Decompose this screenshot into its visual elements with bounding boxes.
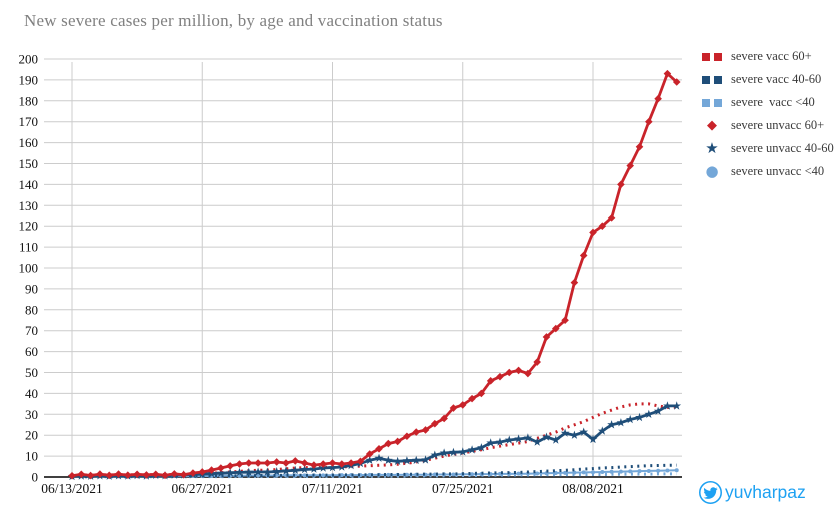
svg-text:80: 80 — [25, 302, 38, 317]
svg-text:140: 140 — [19, 177, 39, 192]
svg-text:60: 60 — [25, 344, 38, 359]
legend-label: severe vacc <40 — [731, 95, 815, 109]
svg-text:10: 10 — [25, 449, 38, 464]
legend-item: ● severe unvacc <40 — [699, 164, 834, 179]
legend-label: severe unvacc 40-60 — [731, 141, 834, 155]
svg-text:170: 170 — [19, 114, 39, 129]
dotted-line-marker-icon — [699, 75, 725, 84]
circle-marker-icon: ● — [705, 162, 719, 180]
svg-text:120: 120 — [19, 219, 39, 234]
svg-text:20: 20 — [25, 428, 38, 443]
chart-title: New severe cases per million, by age and… — [24, 11, 443, 30]
svg-text:07/11/2021: 07/11/2021 — [302, 481, 363, 496]
svg-text:40: 40 — [25, 386, 38, 401]
legend-label: severe unvacc 60+ — [731, 118, 825, 132]
legend-item: ★ severe unvacc 40-60 — [699, 139, 834, 157]
diamond-marker-icon: ◆ — [707, 118, 717, 133]
svg-text:50: 50 — [25, 365, 38, 380]
svg-text:110: 110 — [19, 240, 38, 255]
dotted-line-marker-icon — [699, 52, 725, 61]
legend-label: severe vacc 40-60 — [731, 72, 822, 86]
svg-text:130: 130 — [19, 198, 39, 213]
star-marker-icon: ★ — [705, 139, 719, 157]
svg-text:06/27/2021: 06/27/2021 — [171, 481, 233, 496]
twitter-watermark: yuvharpaz — [699, 481, 806, 504]
legend-item: severe vacc 40-60 — [699, 72, 834, 87]
legend-item: severe vacc 60+ — [699, 49, 834, 64]
legend-item: severe vacc <40 — [699, 95, 834, 110]
svg-text:150: 150 — [19, 156, 39, 171]
dotted-line-marker-icon — [699, 98, 725, 107]
svg-text:90: 90 — [25, 281, 38, 296]
svg-text:70: 70 — [25, 323, 38, 338]
svg-text:0: 0 — [32, 470, 39, 485]
y-tick-labels: 0 10 20 30 40 50 60 70 80 90 100 110 120 130 140 150 160… — [19, 52, 39, 485]
twitter-bird-icon — [699, 481, 722, 504]
svg-text:190: 190 — [19, 72, 39, 87]
svg-text:180: 180 — [19, 93, 39, 108]
svg-text:100: 100 — [19, 261, 39, 276]
chart-legend: severe vacc 60+ severe vacc 40-60 severe v… — [699, 49, 834, 179]
x-tick-labels: 06/13/2021 06/27/2021 07/11/2021 07/25/2021… — [41, 481, 624, 496]
legend-label: severe vacc 60+ — [731, 49, 812, 63]
series-severe-unvacc-60+ — [68, 69, 681, 480]
series-severe-unvacc-40-60 — [67, 401, 682, 481]
y-gridlines — [44, 58, 682, 457]
legend-label: severe unvacc <40 — [731, 164, 825, 178]
twitter-handle: yuvharpaz — [725, 482, 806, 502]
legend-item: ◆ severe unvacc 60+ — [699, 118, 834, 133]
svg-text:07/25/2021: 07/25/2021 — [432, 481, 494, 496]
svg-text:06/13/2021: 06/13/2021 — [41, 481, 103, 496]
svg-text:30: 30 — [25, 407, 38, 422]
svg-text:200: 200 — [19, 52, 39, 67]
svg-text:160: 160 — [19, 135, 39, 150]
svg-text:08/08/2021: 08/08/2021 — [562, 481, 624, 496]
